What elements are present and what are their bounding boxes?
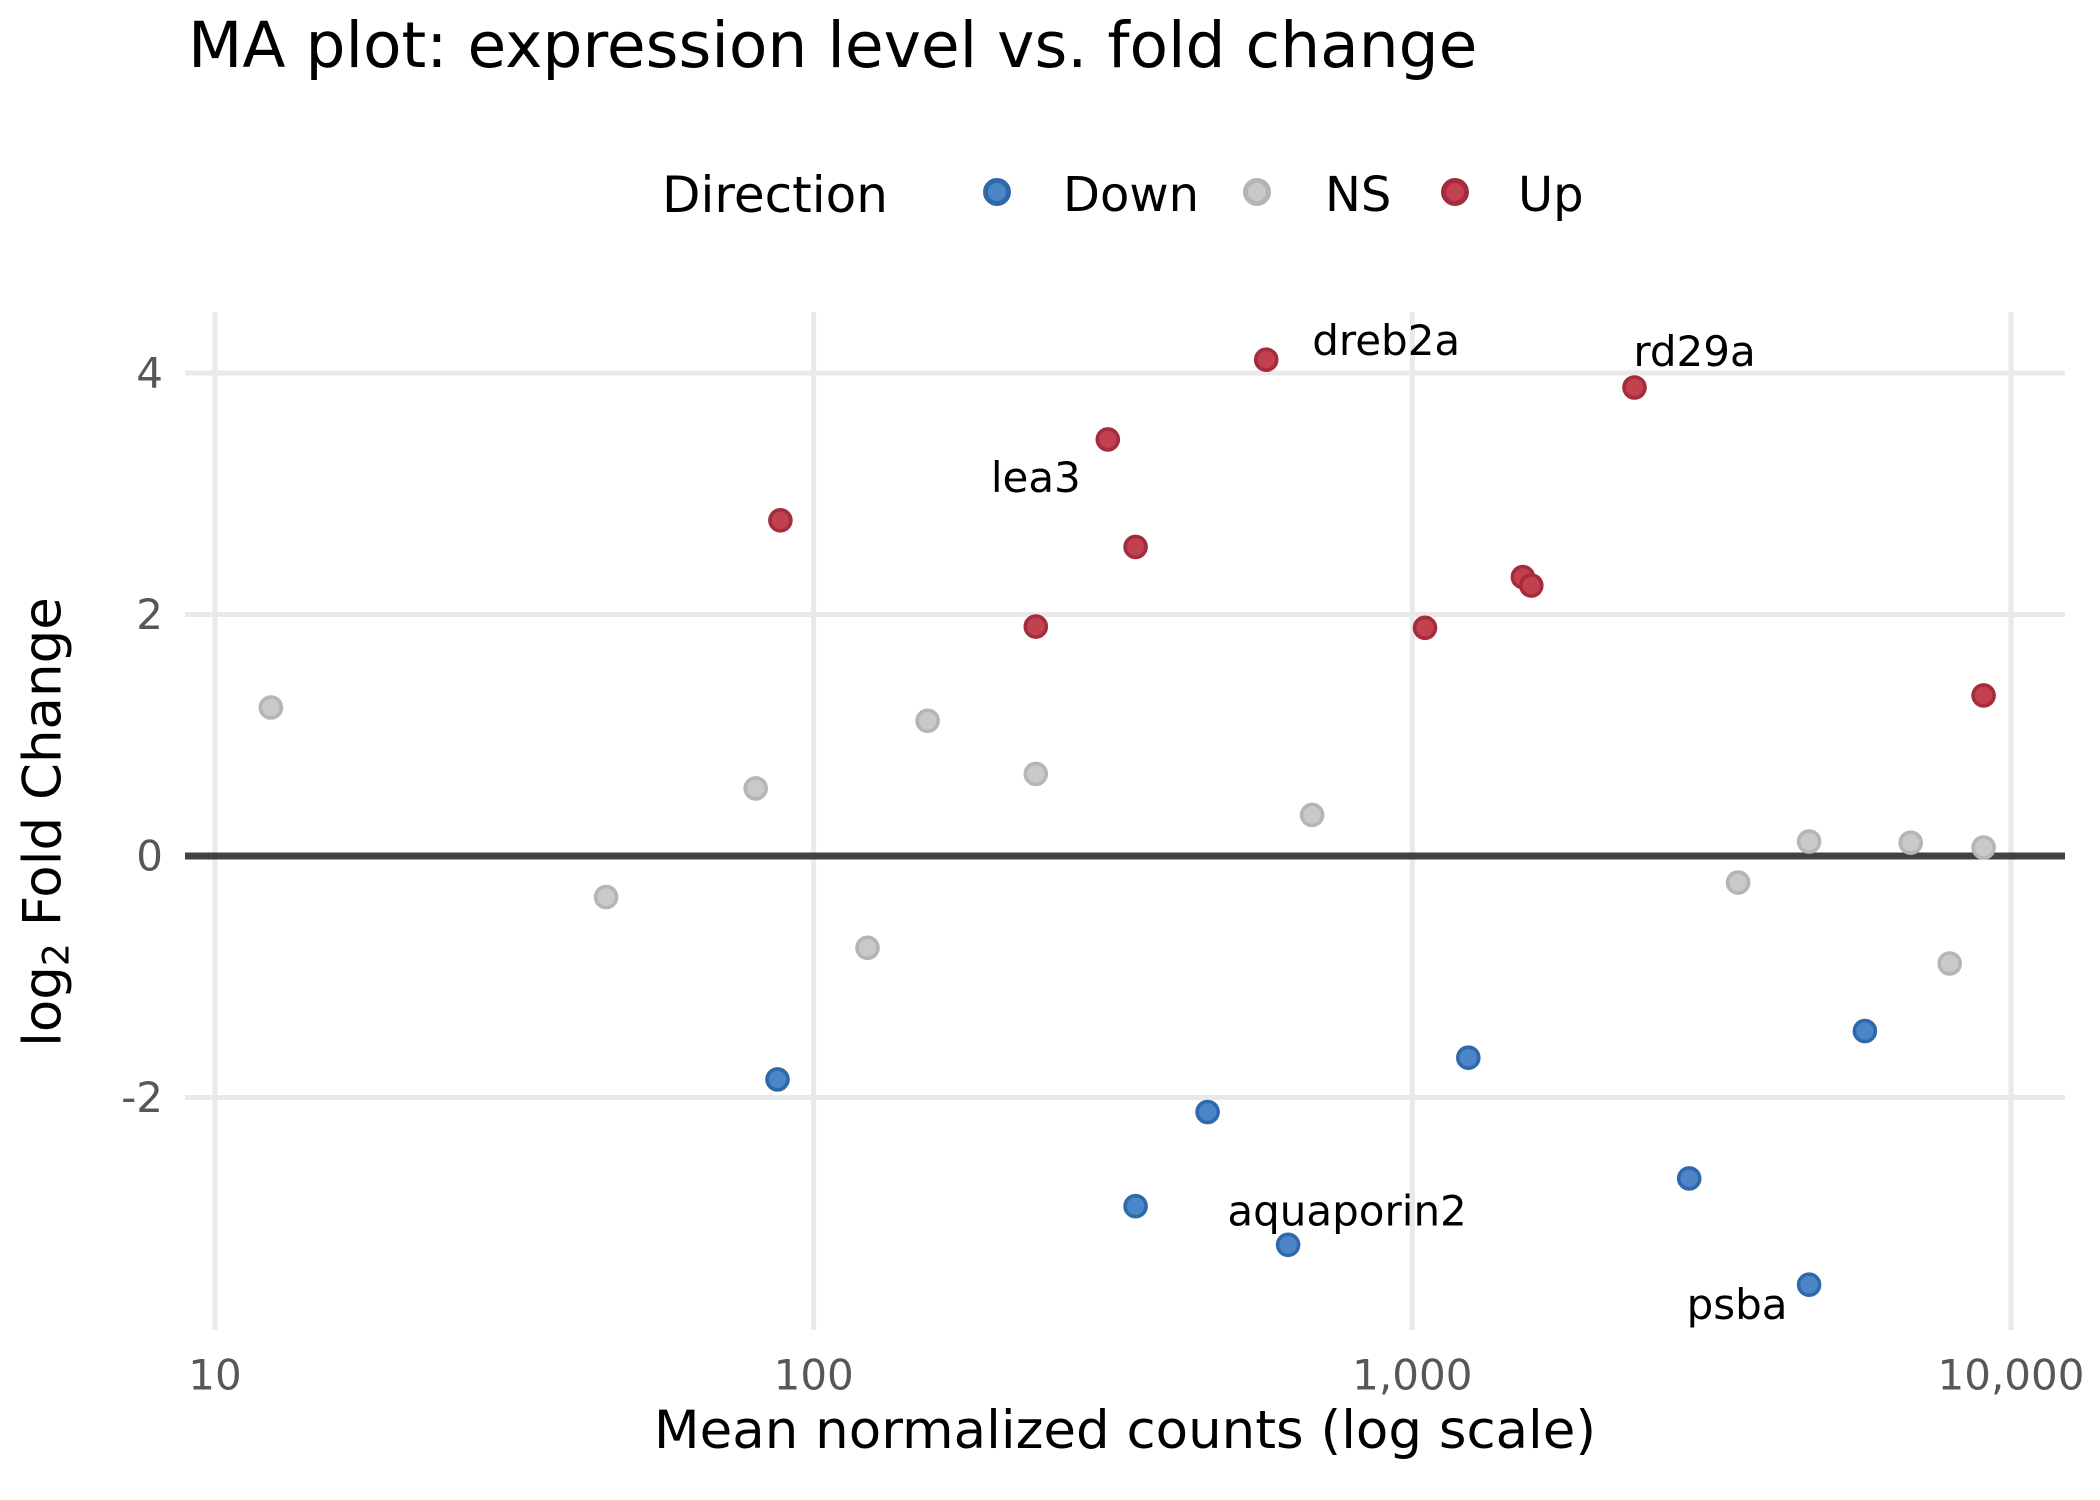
data-point-down: [1796, 1272, 1822, 1297]
data-point-up: [1412, 615, 1438, 641]
data-point-down: [1852, 1018, 1878, 1044]
y-tick-label: 0: [136, 832, 163, 881]
data-point-ns: [1898, 830, 1923, 856]
data-point-up: [1095, 427, 1121, 452]
legend-item-up: Up: [1518, 167, 1584, 223]
data-point-ns: [1725, 870, 1751, 895]
data-point-up: [1519, 573, 1544, 598]
gene-label: psba: [1687, 1280, 1788, 1329]
x-tick-label: 10: [188, 1351, 241, 1400]
x-axis-label: Mean normalized counts (log scale): [653, 1400, 1597, 1461]
data-point-ns: [1299, 802, 1325, 828]
data-point-up: [1023, 614, 1049, 639]
legend-swatch-down-icon: [983, 178, 1011, 206]
data-point-up: [1253, 347, 1279, 373]
data-point-down: [1123, 1193, 1148, 1219]
data-point-ns: [915, 708, 940, 734]
data-point-down: [1456, 1045, 1481, 1070]
legend-item-ns: NS: [1325, 167, 1392, 223]
data-point-up: [1622, 375, 1647, 400]
data-point-ns: [258, 695, 284, 720]
data-point-down: [1275, 1232, 1301, 1258]
legend-title: Direction: [662, 166, 888, 224]
data-point-up: [1123, 534, 1148, 560]
data-point-down: [765, 1067, 790, 1092]
page-title: MA plot: expression level vs. fold chang…: [188, 9, 1478, 82]
gene-label: aquaporin2: [1227, 1186, 1466, 1235]
data-point-ns: [1971, 835, 1996, 860]
legend-swatch-ns-icon: [1243, 178, 1271, 206]
data-point-ns: [1937, 951, 1962, 976]
y-tick-label: 4: [136, 349, 163, 398]
data-point-down: [1676, 1166, 1702, 1191]
data-point-up: [1971, 683, 1996, 708]
legend-item-down: Down: [1063, 167, 1200, 223]
gene-label: lea3: [991, 453, 1081, 502]
data-point-ns: [1796, 829, 1822, 854]
data-point-ns: [1023, 761, 1049, 787]
data-point-ns: [593, 884, 619, 910]
y-tick-label: 2: [136, 590, 163, 639]
legend-swatch-up-icon: [1441, 178, 1469, 206]
data-point-ns: [855, 935, 880, 961]
data-point-ns: [743, 776, 769, 801]
data-point-up: [768, 507, 793, 533]
x-tick-label: 100: [774, 1351, 854, 1400]
x-tick-label: 1,000: [1352, 1351, 1472, 1400]
gene-label: dreb2a: [1312, 316, 1460, 365]
y-tick-label: -2: [121, 1073, 163, 1122]
x-tick-label: 10,000: [1938, 1351, 2085, 1400]
gene-label: rd29a: [1633, 327, 1755, 376]
y-axis-label: log2 Fold Change: [12, 597, 78, 1047]
data-point-down: [1195, 1099, 1220, 1125]
